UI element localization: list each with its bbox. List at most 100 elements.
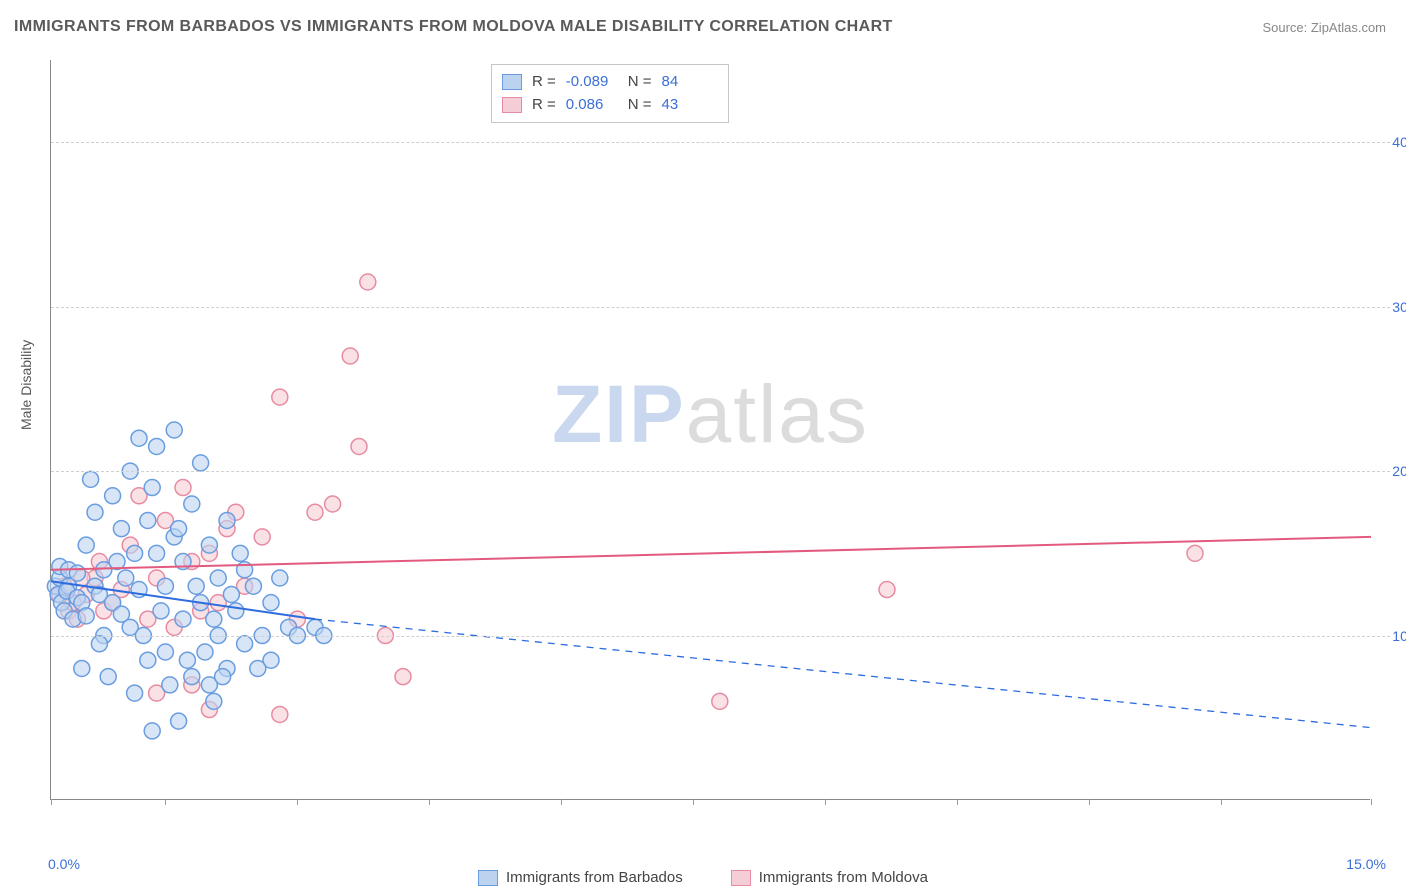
data-point xyxy=(175,480,191,496)
gridline-h xyxy=(51,636,1390,637)
data-point xyxy=(351,438,367,454)
data-point xyxy=(272,706,288,722)
data-point xyxy=(307,504,323,520)
data-point xyxy=(118,570,134,586)
data-point xyxy=(162,677,178,693)
data-point xyxy=(157,578,173,594)
data-point xyxy=(127,545,143,561)
data-point xyxy=(87,504,103,520)
data-point xyxy=(144,480,160,496)
y-tick-label: 10.0% xyxy=(1392,628,1406,644)
x-tick xyxy=(51,799,52,805)
data-point xyxy=(201,537,217,553)
n-value-1: 43 xyxy=(662,94,714,117)
n-label-0: N = xyxy=(628,71,652,94)
data-point xyxy=(105,488,121,504)
data-point xyxy=(272,389,288,405)
gridline-h xyxy=(51,142,1390,143)
data-point xyxy=(175,611,191,627)
data-point xyxy=(197,644,213,660)
data-point xyxy=(232,545,248,561)
legend-item-1: Immigrants from Moldova xyxy=(731,869,928,886)
data-point xyxy=(245,578,261,594)
stats-row-0: R = -0.089 N = 84 xyxy=(502,71,714,94)
data-point xyxy=(254,529,270,545)
legend-label-1: Immigrants from Moldova xyxy=(759,869,928,886)
data-point xyxy=(74,660,90,676)
data-point xyxy=(228,603,244,619)
x-tick xyxy=(165,799,166,805)
data-point xyxy=(712,693,728,709)
legend-swatch-0 xyxy=(478,870,498,886)
data-point xyxy=(83,471,99,487)
data-point xyxy=(223,586,239,602)
data-point xyxy=(91,636,107,652)
r-value-0: -0.089 xyxy=(566,71,618,94)
data-point xyxy=(360,274,376,290)
legend-item-0: Immigrants from Barbados xyxy=(478,869,683,886)
data-point xyxy=(272,570,288,586)
bottom-legend: Immigrants from Barbados Immigrants from… xyxy=(0,869,1406,886)
r-value-1: 0.086 xyxy=(566,94,618,117)
data-point xyxy=(113,521,129,537)
data-point xyxy=(78,608,94,624)
gridline-h xyxy=(51,307,1390,308)
data-point xyxy=(140,512,156,528)
data-point xyxy=(166,422,182,438)
x-tick xyxy=(693,799,694,805)
trend-line-moldova xyxy=(51,537,1371,570)
data-point xyxy=(219,512,235,528)
legend-label-0: Immigrants from Barbados xyxy=(506,869,683,886)
data-point xyxy=(193,455,209,471)
gridline-h xyxy=(51,471,1390,472)
data-point xyxy=(188,578,204,594)
data-point xyxy=(144,723,160,739)
data-point xyxy=(250,660,266,676)
data-point xyxy=(325,496,341,512)
data-point xyxy=(78,537,94,553)
data-point xyxy=(237,636,253,652)
chart-container: IMMIGRANTS FROM BARBADOS VS IMMIGRANTS F… xyxy=(0,0,1406,892)
data-point xyxy=(127,685,143,701)
x-tick xyxy=(1089,799,1090,805)
data-point xyxy=(210,570,226,586)
data-point xyxy=(206,693,222,709)
data-point xyxy=(131,430,147,446)
y-tick-label: 30.0% xyxy=(1392,299,1406,315)
data-point xyxy=(171,713,187,729)
swatch-series-0 xyxy=(502,74,522,90)
data-point xyxy=(153,603,169,619)
data-point xyxy=(1187,545,1203,561)
r-label-0: R = xyxy=(532,71,556,94)
stats-legend: R = -0.089 N = 84 R = 0.086 N = 43 xyxy=(491,64,729,123)
data-point xyxy=(179,652,195,668)
x-tick xyxy=(957,799,958,805)
data-point xyxy=(263,595,279,611)
data-point xyxy=(100,669,116,685)
data-point xyxy=(149,545,165,561)
data-point xyxy=(140,652,156,668)
source-label: Source: ZipAtlas.com xyxy=(1262,20,1386,35)
data-point xyxy=(206,611,222,627)
data-point xyxy=(149,438,165,454)
stats-row-1: R = 0.086 N = 43 xyxy=(502,94,714,117)
x-tick xyxy=(429,799,430,805)
x-tick xyxy=(1221,799,1222,805)
data-point xyxy=(879,582,895,598)
chart-svg xyxy=(51,60,1370,799)
x-tick xyxy=(297,799,298,805)
data-point xyxy=(342,348,358,364)
r-label-1: R = xyxy=(532,94,556,117)
legend-swatch-1 xyxy=(731,870,751,886)
y-tick-label: 40.0% xyxy=(1392,134,1406,150)
chart-title: IMMIGRANTS FROM BARBADOS VS IMMIGRANTS F… xyxy=(14,18,893,36)
data-point xyxy=(157,644,173,660)
data-point xyxy=(395,669,411,685)
x-tick xyxy=(825,799,826,805)
data-point xyxy=(184,496,200,512)
plot-area: ZIPatlas R = -0.089 N = 84 R = 0.086 N =… xyxy=(50,60,1370,800)
y-tick-label: 20.0% xyxy=(1392,463,1406,479)
data-point xyxy=(69,565,85,581)
data-point xyxy=(171,521,187,537)
data-point xyxy=(215,669,231,685)
